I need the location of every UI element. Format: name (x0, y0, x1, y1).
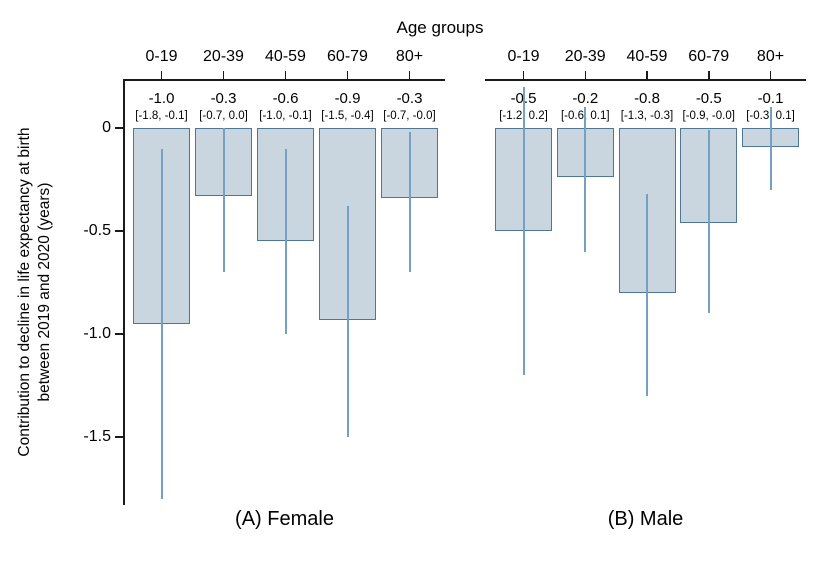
confidence-interval-label: [-0.9, -0.0] (682, 110, 735, 122)
y-tick-label: -1.5 (83, 428, 111, 445)
ci-whisker (584, 107, 587, 252)
confidence-interval-label: [-1.8, -0.1] (135, 110, 188, 122)
y-tick-label: -1.0 (83, 325, 111, 342)
age-group-label: 0-19 (507, 48, 540, 65)
age-group-tick (646, 71, 648, 79)
age-group-tick (160, 71, 163, 79)
confidence-interval-label: [-1.0, -0.1] (259, 110, 312, 122)
age-group-label: 60-79 (688, 48, 730, 65)
y-axis-spine (123, 79, 125, 505)
age-group-label: 20-39 (203, 48, 244, 65)
age-group-tick (346, 71, 349, 79)
ci-whisker (707, 130, 710, 314)
ci-whisker (646, 193, 648, 396)
point-estimate-label: -0.2 (572, 90, 599, 107)
age-group-label: 40-59 (626, 48, 668, 65)
x-axis-line (485, 79, 806, 81)
age-group-label: 20-39 (564, 48, 606, 65)
x-axis-line (124, 79, 445, 81)
age-group-label: 60-79 (327, 48, 368, 65)
ci-whisker (769, 107, 772, 190)
y-tick-label: -0.5 (83, 222, 111, 239)
age-group-label: 40-59 (265, 48, 306, 65)
age-group-tick (769, 71, 772, 79)
panel-caption-male: (B) Male (607, 508, 684, 530)
y-tick (115, 127, 123, 129)
ci-whisker (160, 148, 163, 499)
age-group-tick (284, 71, 287, 79)
point-estimate-label: -0.9 (334, 90, 361, 107)
y-tick (115, 436, 123, 438)
chart-title: Age groups (396, 18, 484, 37)
confidence-interval-label: [-0.7, 0.0] (199, 110, 248, 122)
point-estimate-label: -0.1 (757, 90, 784, 107)
point-estimate-label: -0.3 (396, 90, 423, 107)
age-group-label: 0-19 (145, 48, 178, 65)
age-group-tick (522, 71, 525, 79)
point-estimate-label: -0.8 (634, 90, 660, 107)
point-estimate-label: -1.0 (148, 90, 175, 107)
age-group-tick (408, 71, 411, 79)
ci-whisker (222, 128, 225, 273)
point-estimate-label: -0.3 (210, 90, 237, 107)
point-estimate-label: -0.6 (272, 90, 299, 107)
ci-whisker (284, 148, 287, 334)
ci-whisker (522, 86, 525, 376)
y-tick-label: 0 (102, 119, 111, 136)
ci-whisker (346, 206, 349, 437)
age-group-label: 80+ (395, 48, 424, 65)
age-group-tick (708, 71, 710, 79)
ci-whisker (408, 132, 411, 273)
y-tick (115, 333, 123, 335)
confidence-interval-label: [-0.3, 0.1] (746, 110, 795, 122)
panel-caption-female: (A) Female (235, 508, 334, 530)
y-tick (115, 230, 123, 232)
age-group-tick (222, 71, 225, 79)
confidence-interval-label: [-1.5, -0.4] (321, 110, 374, 122)
age-group-label: 80+ (756, 48, 785, 65)
confidence-interval-label: [-1.3, -0.3] (620, 110, 674, 122)
confidence-interval-label: [-0.7, -0.0] (383, 110, 436, 122)
point-estimate-label: -0.5 (695, 90, 722, 107)
age-group-tick (584, 71, 586, 79)
